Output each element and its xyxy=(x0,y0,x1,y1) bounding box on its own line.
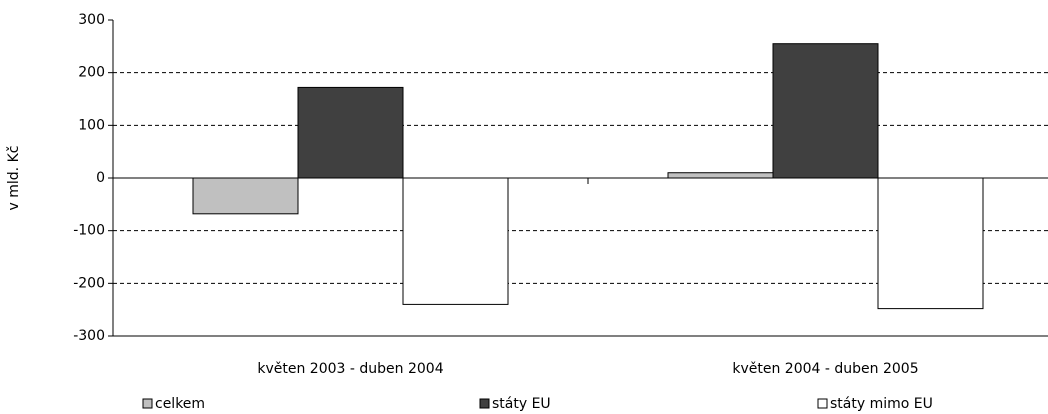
bar xyxy=(667,172,774,179)
x-tick-label: květen 2004 - duben 2005 xyxy=(732,361,918,377)
legend-label: celkem xyxy=(155,396,205,412)
y-tick-label: 100 xyxy=(78,117,105,133)
bar xyxy=(192,177,299,215)
x-tick-label: květen 2003 - duben 2004 xyxy=(257,361,443,377)
legend-swatch xyxy=(142,398,153,409)
legend-swatch xyxy=(479,398,490,409)
bar xyxy=(772,43,879,179)
legend-swatch xyxy=(817,398,828,409)
y-tick-label: 300 xyxy=(78,12,105,28)
legend-label: státy mimo EU xyxy=(830,396,933,412)
legend-label: státy EU xyxy=(492,396,551,412)
y-tick-label: 200 xyxy=(78,65,105,81)
y-tick-label: -300 xyxy=(73,328,105,344)
y-tick-label: 0 xyxy=(96,170,105,186)
bar xyxy=(402,177,509,305)
bar xyxy=(877,177,984,310)
bar xyxy=(297,86,404,179)
y-axis-label: v mld. Kč xyxy=(6,146,22,211)
y-tick-label: -100 xyxy=(73,223,105,239)
y-tick-label: -200 xyxy=(73,275,105,291)
